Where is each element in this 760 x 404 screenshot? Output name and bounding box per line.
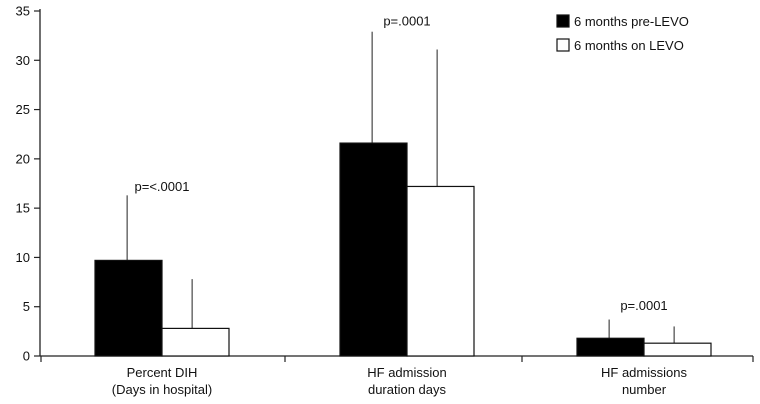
- y-tick-label: 25: [16, 102, 30, 117]
- legend-swatch: [556, 14, 570, 28]
- y-tick-label: 0: [23, 349, 30, 364]
- category-label: HF admission: [367, 365, 446, 380]
- p-value-annotation: p=.0001: [620, 298, 667, 313]
- legend-swatch: [556, 38, 570, 52]
- bars: [94, 31, 712, 357]
- y-tick-label: 30: [16, 53, 30, 68]
- category-label: number: [622, 382, 667, 397]
- category-label: duration days: [368, 382, 447, 397]
- legend-label: 6 months on LEVO: [574, 38, 684, 53]
- y-tick-label: 5: [23, 299, 30, 314]
- p-value-annotation: p=<.0001: [135, 179, 190, 194]
- bar-pre-levo: [339, 142, 408, 357]
- category-label: Percent DIH: [127, 365, 198, 380]
- bar-on-levo: [161, 327, 230, 357]
- y-tick-label: 20: [16, 151, 30, 166]
- bar-pre-levo: [94, 259, 163, 357]
- category-label: HF admissions: [601, 365, 687, 380]
- bar-on-levo: [643, 342, 712, 357]
- legend-label: 6 months pre-LEVO: [574, 14, 689, 29]
- legend: 6 months pre-LEVO 6 months on LEVO: [556, 14, 689, 53]
- bar-on-levo: [406, 185, 475, 357]
- y-tick-label: 35: [16, 4, 30, 19]
- p-value-annotation: p=.0001: [383, 13, 430, 28]
- y-tick-label: 10: [16, 250, 30, 265]
- category-label: (Days in hospital): [112, 382, 212, 397]
- y-tick-label: 15: [16, 201, 30, 216]
- bar-pre-levo: [576, 337, 645, 357]
- labels: p=<.0001 p=.0001 p=.0001 Percent DIH (Days i…: [112, 13, 688, 397]
